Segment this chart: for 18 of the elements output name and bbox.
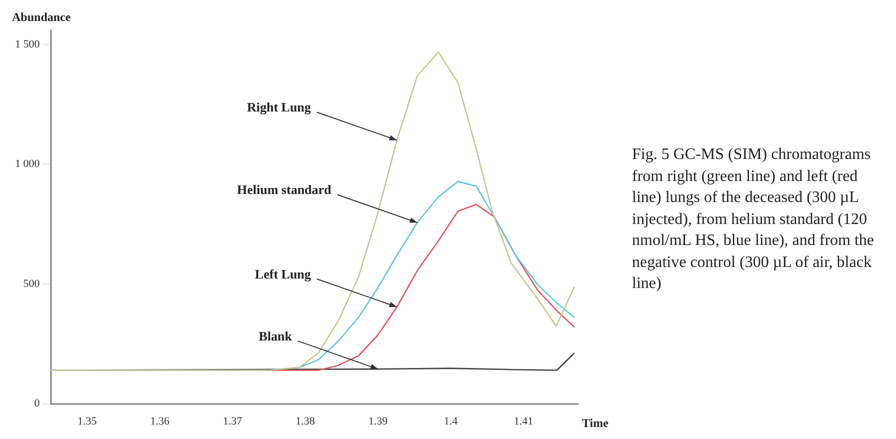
x-tick-label: 1.35	[77, 415, 98, 428]
annotation: Helium standard	[237, 182, 332, 198]
y-tick-label: 1 000	[15, 158, 40, 170]
y-tick-label: 1 500	[15, 38, 40, 50]
x-tick-label: 1.39	[368, 415, 388, 428]
x-tick-label: 1.37	[222, 415, 243, 428]
x-axis-title: Time	[582, 416, 610, 430]
y-axis-title: Abundance	[12, 10, 72, 24]
y-tick-label: 0	[34, 398, 40, 410]
x-tick-label: 1.41	[514, 415, 534, 428]
x-tick-label: 1.38	[296, 415, 316, 428]
y-tick-label: 500	[23, 278, 40, 290]
annotation: Left Lung	[254, 266, 312, 282]
annotation: Right Lung	[246, 100, 312, 115]
x-tick-label: 1.36	[150, 415, 170, 428]
annotation: Blank	[258, 328, 293, 344]
caption: Fig. 5 GC-MS (SIM) chromatograms from right (green line) and left (red line) lungs of the deceased (300 µL injected), from helium standard (120 nmol/mL HS, blue line), and from the negative control (300 µL of air, black line)	[632, 144, 876, 294]
x-tick-label: 1.4	[444, 415, 458, 428]
